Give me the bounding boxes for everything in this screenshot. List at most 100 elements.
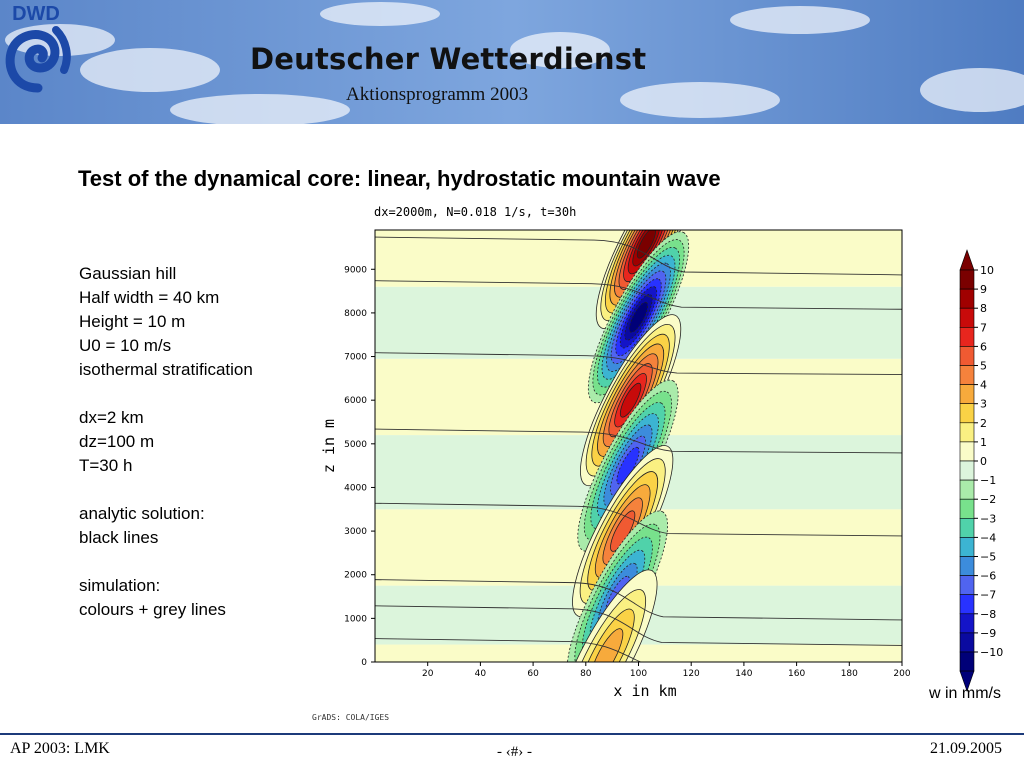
y-tick-label: 5000 bbox=[344, 440, 367, 450]
colorbar-swatch bbox=[959, 498, 975, 519]
colorbar-swatch bbox=[959, 288, 975, 309]
colorbar-swatch bbox=[959, 422, 975, 443]
x-tick-label: 100 bbox=[630, 669, 647, 679]
colorbar-swatch bbox=[959, 594, 975, 615]
colorbar-tick-label: 8 bbox=[980, 302, 987, 315]
x-tick-label: 160 bbox=[788, 669, 805, 679]
y-tick-label: 3000 bbox=[344, 527, 367, 537]
param-line: simulation: bbox=[79, 576, 161, 595]
colorbar-swatch bbox=[959, 575, 975, 595]
parameter-list: Gaussian hill Half width = 40 km Height … bbox=[79, 262, 253, 622]
wave-lobe bbox=[572, 445, 674, 618]
colorbar-swatch bbox=[959, 479, 975, 500]
colorbar-tick-label: −4 bbox=[980, 531, 996, 544]
colorbar-swatch bbox=[959, 556, 975, 576]
x-tick-label: 140 bbox=[735, 669, 752, 679]
colorbar-swatch bbox=[959, 346, 975, 366]
colorbar-tick-label: 7 bbox=[980, 321, 987, 334]
colorbar-tick-label: −6 bbox=[980, 570, 996, 583]
contour-ring bbox=[616, 446, 640, 485]
organization-subtitle: Aktionsprogramm 2003 bbox=[346, 84, 529, 105]
streamline bbox=[375, 579, 902, 621]
x-tick-label: 40 bbox=[475, 669, 487, 679]
colorbar-tick-label: −5 bbox=[980, 551, 996, 564]
x-tick-label: 120 bbox=[683, 669, 700, 679]
x-tick-label: 180 bbox=[841, 669, 858, 679]
colorbar-tick-label: −9 bbox=[980, 627, 996, 640]
y-tick-label: 8000 bbox=[344, 309, 367, 319]
x-tick-label: 80 bbox=[580, 669, 592, 679]
footer-divider bbox=[0, 733, 1024, 735]
y-tick-label: 7000 bbox=[344, 353, 367, 363]
colorbar-tick-label: 5 bbox=[980, 360, 987, 373]
contour-ring bbox=[628, 301, 649, 333]
y-tick-label: 2000 bbox=[344, 571, 367, 581]
streamline bbox=[375, 352, 902, 375]
colorbar-swatch bbox=[959, 326, 975, 347]
header-banner: Deutscher Wetterdienst Aktionsprogramm 2… bbox=[0, 0, 1024, 124]
sky-background bbox=[0, 0, 1024, 124]
y-tick-label: 9000 bbox=[344, 265, 367, 275]
colorbar-tick-label: −1 bbox=[980, 474, 996, 487]
colorbar-tick-label: 1 bbox=[980, 436, 987, 449]
colorbar-tick-label: 0 bbox=[980, 455, 987, 468]
colorbar-swatch bbox=[959, 632, 975, 653]
colorbar-tick-label: −3 bbox=[980, 512, 996, 525]
chart-title: dx=2000m, N=0.018 1/s, t=30h bbox=[374, 205, 576, 219]
param-line: Height = 10 m bbox=[79, 312, 186, 331]
param-line: Gaussian hill bbox=[79, 264, 177, 283]
wave-lobe bbox=[577, 379, 679, 552]
dwd-logo-icon: DWD bbox=[5, 3, 71, 93]
colorbar-swatch bbox=[959, 651, 975, 672]
contour-ring bbox=[619, 382, 642, 418]
wave-lobe bbox=[556, 569, 658, 662]
streamline bbox=[375, 236, 902, 276]
colorbar-swatch bbox=[959, 460, 975, 481]
colorbar-swatch bbox=[959, 613, 975, 634]
param-line: black lines bbox=[79, 528, 159, 547]
x-axis-label: x in km bbox=[613, 682, 676, 700]
colorbar-bottom-arrow bbox=[959, 670, 975, 693]
colorbar-swatch bbox=[959, 269, 975, 290]
colorbar-swatch bbox=[959, 384, 975, 405]
colorbar-tick-label: 3 bbox=[980, 398, 987, 411]
y-tick-label: 6000 bbox=[344, 396, 367, 406]
colorbar-swatch bbox=[959, 365, 975, 385]
colorbar-tick-label: −7 bbox=[980, 589, 996, 602]
param-line: dx=2 km bbox=[79, 408, 144, 427]
contour-ring bbox=[590, 628, 624, 662]
colorbar-label: w in mm/s bbox=[928, 685, 1001, 702]
streamline bbox=[375, 605, 902, 646]
y-tick-label: 0 bbox=[361, 658, 367, 668]
param-line: dz=100 m bbox=[79, 432, 155, 451]
background-band bbox=[375, 644, 902, 662]
colorbar-tick-label: −10 bbox=[980, 646, 1003, 659]
colorbar-tick-label: 10 bbox=[980, 264, 994, 277]
param-line: U0 = 10 m/s bbox=[79, 336, 172, 355]
colorbar-swatch bbox=[959, 537, 975, 557]
footer-left: AP 2003: LMK bbox=[10, 740, 110, 757]
wave-lobe bbox=[587, 231, 690, 404]
colorbar-swatch bbox=[959, 307, 975, 328]
colorbar-tick-label: 2 bbox=[980, 417, 987, 430]
x-tick-label: 200 bbox=[893, 669, 910, 679]
plot-area bbox=[375, 230, 902, 662]
organization-title: Deutscher Wetterdienst bbox=[250, 42, 647, 76]
streamline bbox=[375, 428, 902, 454]
x-tick-label: 60 bbox=[527, 669, 539, 679]
x-tick-label: 20 bbox=[422, 669, 434, 679]
colorbar-tick-label: −8 bbox=[980, 608, 996, 621]
y-tick-label: 4000 bbox=[344, 483, 367, 493]
streamline bbox=[375, 280, 902, 310]
logo-text: DWD bbox=[12, 3, 60, 25]
footer-page-number: - ‹#› - bbox=[497, 744, 532, 760]
colorbar-swatch bbox=[959, 517, 975, 538]
wave-lobe bbox=[595, 230, 697, 330]
axes: 20 40 60 80 100 120 140 160 180 20001000200030004… bbox=[344, 265, 911, 679]
mountain-wave-plot: dx=2000m, N=0.018 1/s, t=30h 20 40 60 80 100… bbox=[312, 205, 1003, 722]
colorbar-swatch bbox=[959, 403, 975, 424]
y-tick-label: 1000 bbox=[344, 614, 367, 624]
grads-credit: GrADS: COLA/IGES bbox=[312, 713, 389, 722]
slide-title: Test of the dynamical core: linear, hydr… bbox=[78, 166, 721, 191]
param-line: Half width = 40 km bbox=[79, 288, 220, 307]
